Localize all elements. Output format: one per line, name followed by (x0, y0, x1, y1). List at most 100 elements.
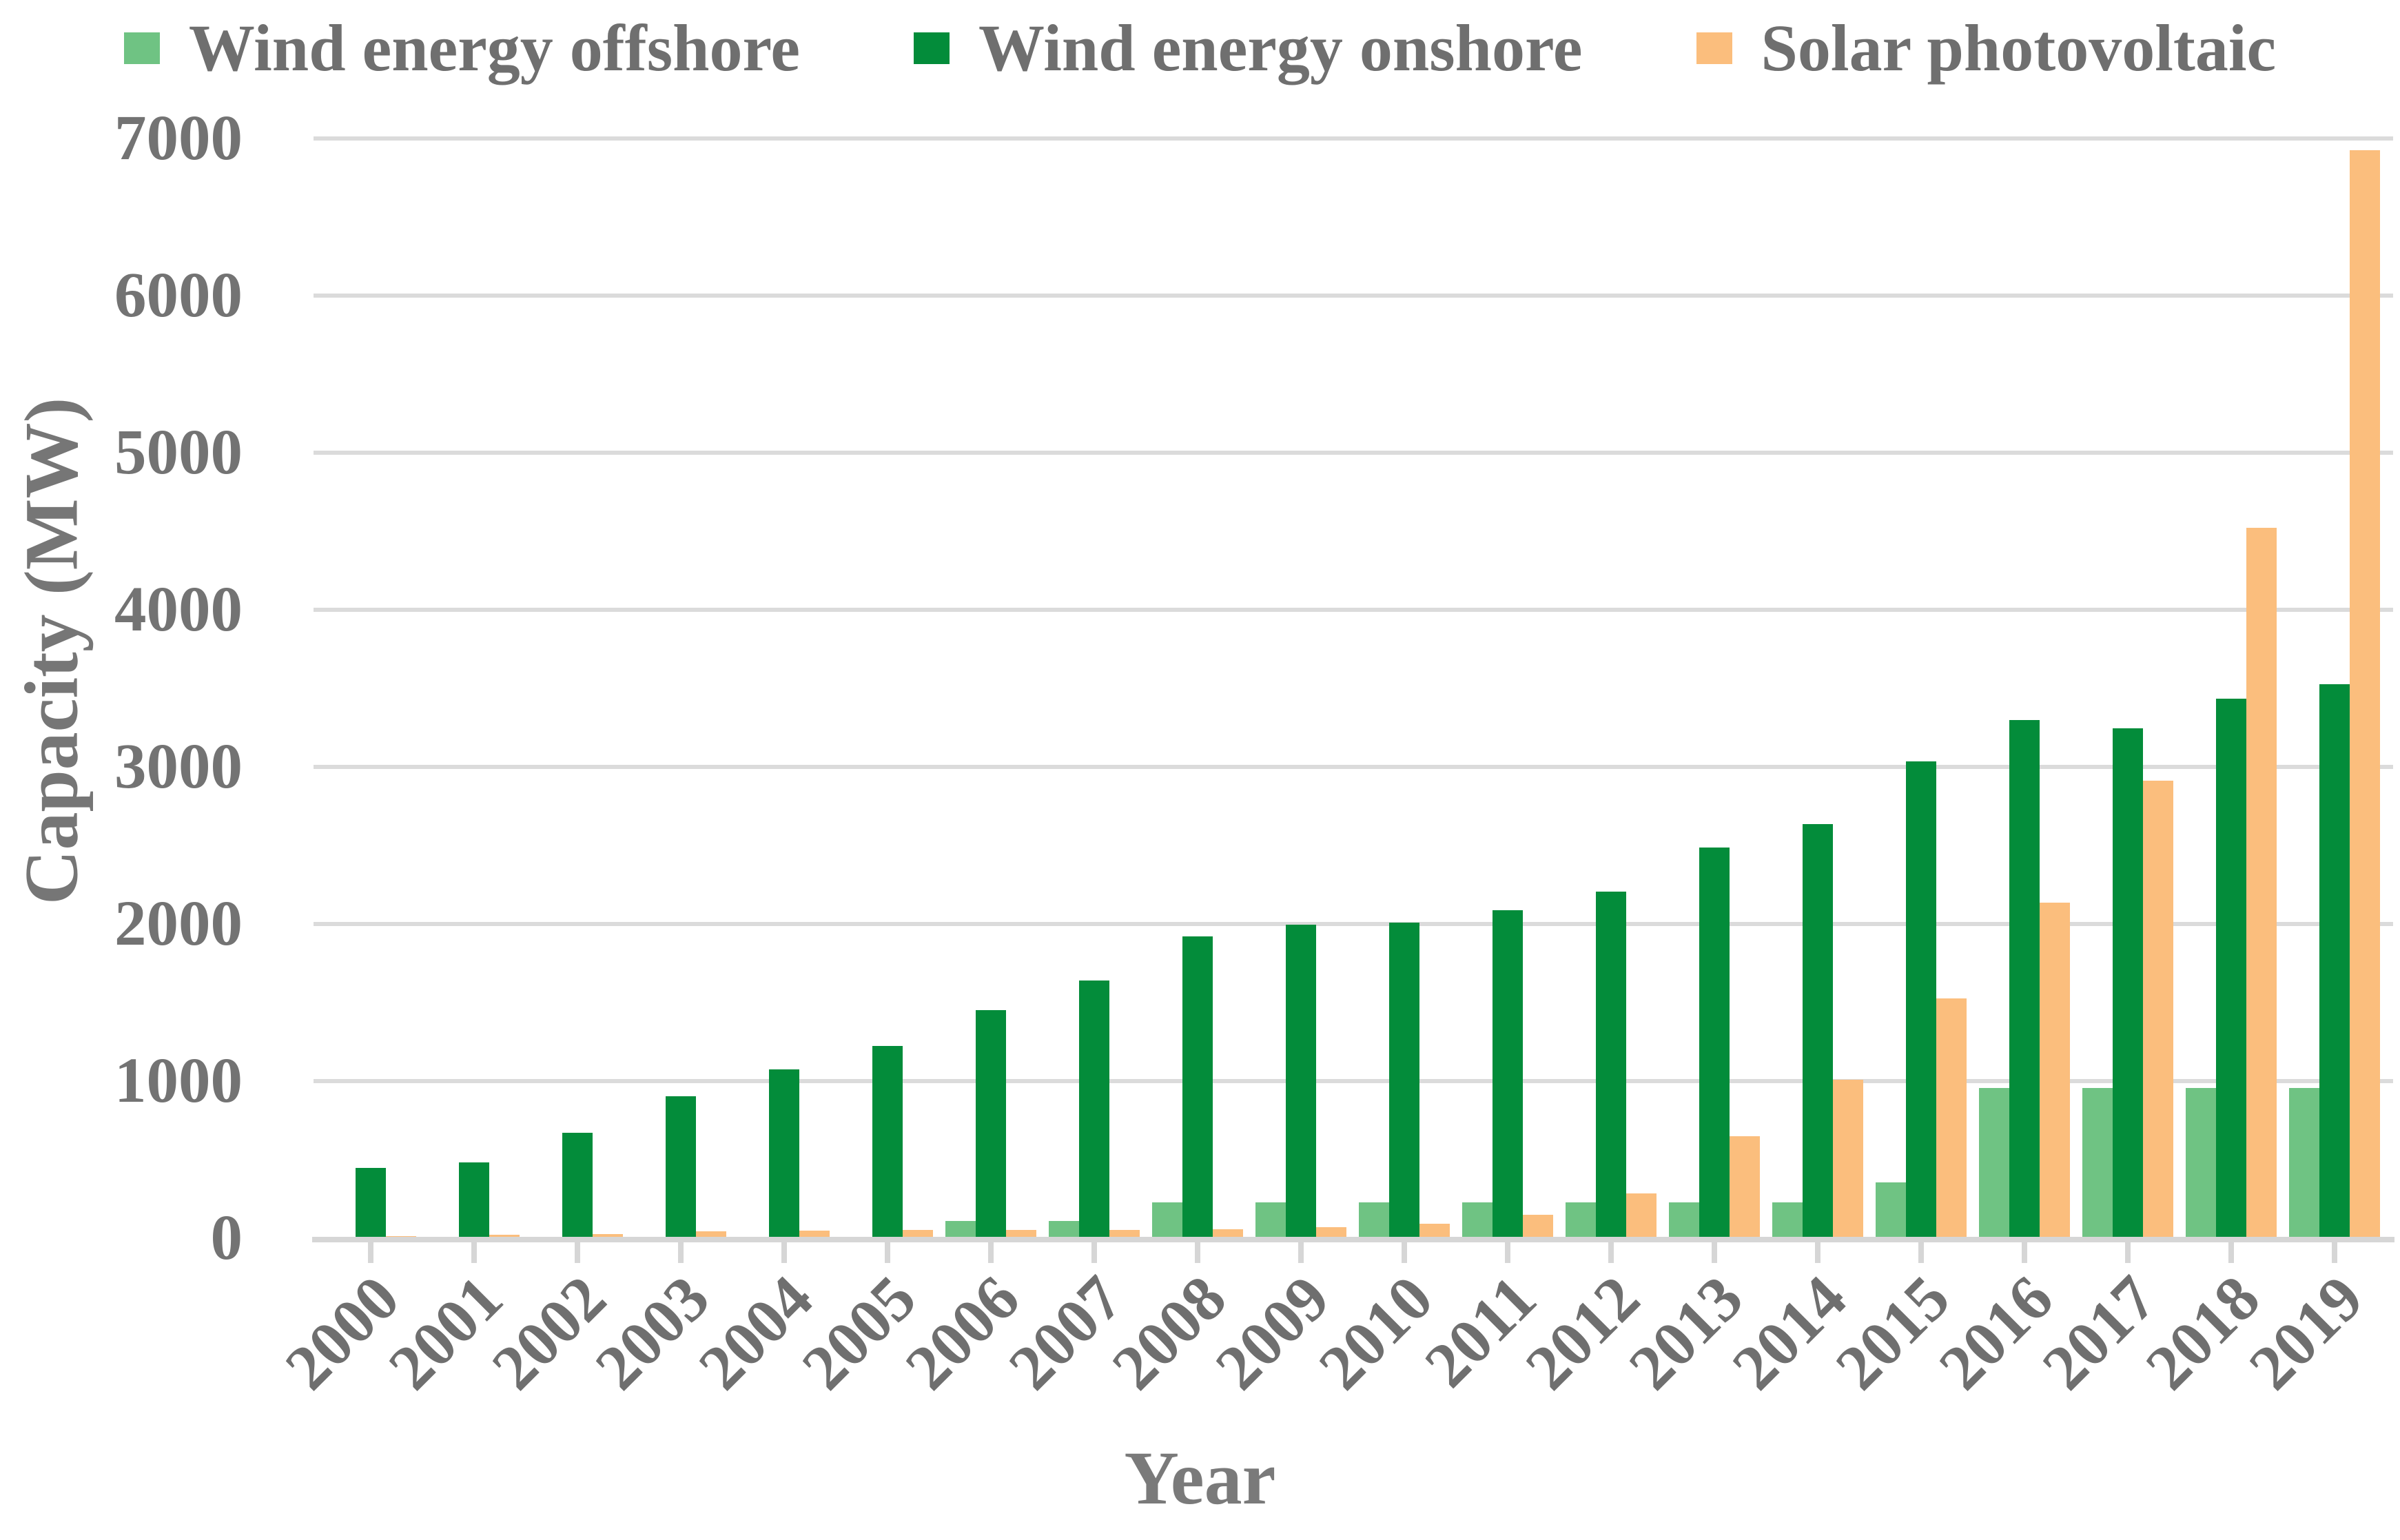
x-tick-2015 (1918, 1241, 1924, 1263)
gridline-2000 (314, 922, 2393, 926)
bar-solar-2006 (1006, 1230, 1036, 1238)
x-tick-2007 (1091, 1241, 1097, 1263)
x-tick-2009 (1298, 1241, 1304, 1263)
bar-onshore-2015 (1906, 761, 1936, 1238)
y-tick-label-3000: 3000 (114, 731, 243, 802)
bar-solar-2004 (799, 1231, 830, 1238)
x-axis-title: Year (1124, 1436, 1276, 1520)
bar-solar-2014 (1833, 1080, 1863, 1238)
legend-item-onshore: Wind energy onshore (913, 10, 1583, 85)
bar-onshore-2019 (2319, 684, 2350, 1238)
x-tick-2014 (1815, 1241, 1820, 1263)
bar-offshore-2019 (2289, 1088, 2319, 1238)
bar-solar-2001 (489, 1235, 520, 1238)
bar-onshore-2017 (2113, 728, 2143, 1238)
legend-item-offshore: Wind energy offshore (123, 10, 800, 85)
bar-offshore-2006 (945, 1221, 976, 1238)
bar-onshore-2009 (1286, 925, 1316, 1238)
x-axis-line (312, 1237, 2394, 1242)
gridline-1000 (314, 1079, 2393, 1083)
y-tick-label-6000: 6000 (114, 260, 243, 331)
y-tick-label-1000: 1000 (114, 1045, 243, 1116)
bar-offshore-2010 (1359, 1202, 1389, 1238)
x-tick-2008 (1195, 1241, 1200, 1263)
y-tick-label-5000: 5000 (114, 417, 243, 488)
x-tick-2019 (2332, 1241, 2337, 1263)
bar-offshore-2015 (1876, 1182, 1906, 1238)
x-tick-2012 (1608, 1241, 1614, 1263)
x-tick-2018 (2228, 1241, 2234, 1263)
bar-solar-2017 (2143, 781, 2173, 1238)
bar-offshore-2017 (2082, 1088, 2113, 1238)
bar-solar-2013 (1730, 1136, 1760, 1238)
bar-offshore-2018 (2186, 1088, 2216, 1238)
bar-onshore-2000 (356, 1168, 386, 1238)
legend-item-solar: Solar photovoltaic (1696, 10, 2277, 85)
y-tick-label-2000: 2000 (114, 888, 243, 959)
legend-label-solar: Solar photovoltaic (1761, 10, 2277, 85)
bar-offshore-2016 (1979, 1088, 2009, 1238)
bar-solar-2005 (903, 1230, 933, 1238)
legend-swatch-onshore (913, 32, 950, 64)
bar-offshore-2013 (1669, 1202, 1699, 1238)
bar-solar-2003 (696, 1231, 726, 1238)
x-tick-2002 (575, 1241, 580, 1263)
legend-label-onshore: Wind energy onshore (978, 10, 1583, 85)
x-tick-2005 (885, 1241, 890, 1263)
bar-offshore-2008 (1152, 1202, 1182, 1238)
bar-onshore-2018 (2216, 699, 2246, 1238)
x-tick-2004 (781, 1241, 787, 1263)
bar-onshore-2016 (2009, 720, 2040, 1238)
bar-onshore-2005 (872, 1046, 903, 1238)
bar-solar-2016 (2040, 903, 2070, 1238)
bar-solar-2012 (1626, 1193, 1657, 1238)
bar-onshore-2011 (1493, 910, 1523, 1238)
bar-onshore-2001 (459, 1162, 489, 1238)
bar-solar-2018 (2246, 528, 2277, 1238)
bar-solar-2007 (1109, 1230, 1140, 1238)
bar-onshore-2013 (1699, 848, 1730, 1238)
bar-solar-2009 (1316, 1227, 1346, 1238)
x-tick-2013 (1712, 1241, 1717, 1263)
legend-label-offshore: Wind energy offshore (188, 10, 800, 85)
y-tick-label-0: 0 (210, 1202, 243, 1273)
plot-area (312, 0, 2394, 1540)
gridline-3000 (314, 765, 2393, 769)
bar-offshore-2011 (1462, 1202, 1493, 1238)
bar-onshore-2003 (666, 1096, 696, 1238)
gridline-4000 (314, 608, 2393, 612)
bar-onshore-2008 (1182, 936, 1213, 1238)
x-tick-2000 (368, 1241, 373, 1263)
x-tick-2010 (1402, 1241, 1407, 1263)
y-tick-label-4000: 4000 (114, 574, 243, 645)
bar-onshore-2006 (976, 1010, 1006, 1238)
bar-solar-2008 (1213, 1229, 1243, 1238)
x-tick-2001 (471, 1241, 477, 1263)
bar-offshore-2009 (1255, 1202, 1286, 1238)
bar-offshore-2014 (1772, 1202, 1803, 1238)
chart-legend: Wind energy offshore Wind energy onshore S… (0, 8, 2400, 88)
bar-onshore-2010 (1389, 923, 1419, 1238)
x-tick-2011 (1505, 1241, 1510, 1263)
bar-solar-2019 (2350, 150, 2380, 1238)
gridline-6000 (314, 294, 2393, 298)
y-tick-label-7000: 7000 (114, 103, 243, 174)
bar-onshore-2004 (769, 1069, 799, 1238)
bar-solar-2015 (1936, 998, 1967, 1238)
bar-offshore-2007 (1049, 1221, 1079, 1238)
gridline-7000 (314, 136, 2393, 141)
x-tick-2006 (988, 1241, 994, 1263)
x-tick-2003 (678, 1241, 684, 1263)
bar-solar-2010 (1419, 1224, 1450, 1238)
bar-onshore-2007 (1079, 981, 1109, 1238)
gridline-5000 (314, 451, 2393, 455)
legend-swatch-offshore (123, 32, 160, 64)
bar-onshore-2002 (562, 1133, 593, 1238)
bar-onshore-2012 (1596, 892, 1626, 1238)
bar-offshore-2012 (1566, 1202, 1596, 1238)
legend-swatch-solar (1696, 32, 1732, 64)
x-tick-2016 (2022, 1241, 2027, 1263)
bar-onshore-2014 (1803, 824, 1833, 1238)
bar-solar-2011 (1523, 1215, 1553, 1238)
